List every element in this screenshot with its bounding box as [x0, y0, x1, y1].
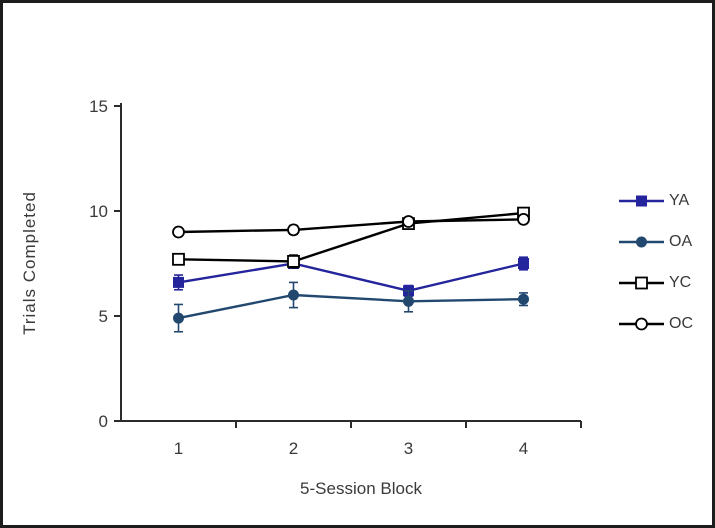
- oa-series-line: [178, 293, 524, 320]
- yc-data-point: [172, 252, 185, 266]
- yc-marker-icon: [619, 276, 664, 290]
- y-tick-label: 0: [99, 412, 108, 431]
- ya-data-point: [173, 276, 184, 288]
- oc-data-point: [287, 223, 300, 237]
- x-tick-label: 2: [289, 439, 298, 458]
- x-tick-label: 4: [519, 439, 528, 458]
- legend: YA OA YC OC: [619, 191, 693, 355]
- oc-series-line: [178, 218, 524, 234]
- line-chart-canvas: 0 5 10 15 1 2 3 4: [89, 97, 582, 458]
- legend-label-yc: YC: [669, 274, 692, 291]
- y-tick-label: 5: [99, 307, 108, 326]
- legend-item-oa: OA: [619, 232, 693, 252]
- legend-label-ya: YA: [669, 192, 690, 209]
- legend-item-oc: OC: [619, 314, 693, 334]
- legend-label-oc: OC: [669, 315, 693, 332]
- x-tick-label: 1: [174, 439, 183, 458]
- ya-data-point: [518, 258, 529, 269]
- y-tick-label: 15: [89, 97, 108, 116]
- legend-item-yc: YC: [619, 273, 693, 293]
- x-tick-label: 3: [404, 439, 413, 458]
- oc-data-point: [172, 225, 185, 239]
- oc-marker-icon: [619, 317, 664, 331]
- oa-data-point: [403, 295, 414, 307]
- oc-data-point: [402, 215, 415, 228]
- oa-marker-icon: [619, 236, 664, 248]
- oa-data-point: [288, 289, 299, 301]
- legend-label-oa: OA: [669, 233, 693, 250]
- y-tick-label: 10: [89, 202, 108, 221]
- x-axis-title: 5-Session Block: [300, 479, 422, 498]
- y-axis-title: Trials Completed: [20, 191, 39, 335]
- yc-data-point: [287, 254, 300, 268]
- ya-series-line: [178, 262, 524, 293]
- legend-item-ya: YA: [619, 191, 693, 211]
- oa-data-point: [173, 312, 184, 324]
- oa-data-point: [518, 293, 529, 305]
- ya-marker-icon: [619, 195, 664, 207]
- yc-series-line: [178, 211, 524, 263]
- oc-data-point: [517, 212, 530, 226]
